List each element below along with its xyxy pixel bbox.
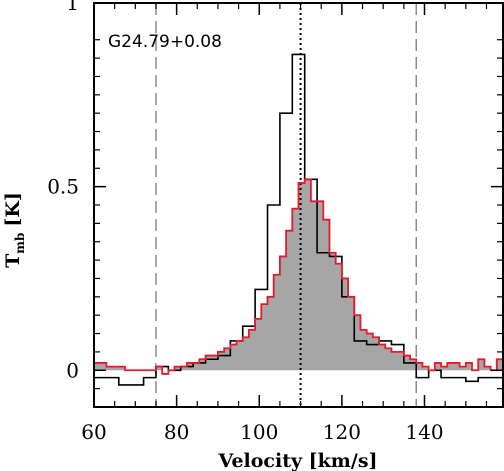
fill-bar — [348, 296, 355, 371]
fill-bar — [118, 366, 126, 371]
fill-bar — [236, 340, 244, 371]
fill-bar — [354, 315, 361, 371]
fill-bar — [385, 348, 392, 371]
fill-bar — [242, 337, 250, 371]
tick-layer: 60 80 100 120 140 0 0.5 1 — [47, 0, 503, 444]
fill-bar — [416, 362, 423, 371]
fill-bar — [230, 344, 237, 371]
fill-bar — [286, 230, 293, 371]
fill-bar — [434, 362, 442, 371]
y-axis-title-unit: [K] — [2, 192, 24, 227]
fill-bar — [292, 208, 299, 371]
fill-bar — [267, 296, 275, 371]
fill-bar — [379, 344, 386, 371]
fill-bar — [478, 359, 485, 371]
fill-bar — [397, 351, 405, 371]
fill-bar — [453, 362, 461, 371]
x-tick-label: 100 — [240, 420, 278, 444]
series-red-spectrum — [94, 178, 503, 375]
fill-bar — [273, 274, 281, 371]
fill-bar — [304, 179, 312, 371]
fill-bar — [459, 366, 467, 371]
x-tick-label: 140 — [405, 420, 443, 444]
y-tick-label: 0.5 — [47, 175, 79, 199]
fill-bar — [496, 359, 504, 371]
source-annotation: G24.79+0.08 — [108, 32, 222, 52]
x-axis-title: Velocity [km/s] — [217, 450, 377, 471]
fill-bar — [248, 329, 256, 371]
fill-bar — [335, 263, 343, 371]
fill-bar — [94, 362, 101, 371]
fill-bar — [100, 362, 107, 371]
y-axis-title-sub: mb — [13, 233, 27, 254]
fill-bar — [310, 201, 318, 371]
y-axis-title-main: T — [2, 254, 24, 268]
y-axis-title: Tmb [K] — [2, 192, 27, 268]
fill-bar — [224, 348, 231, 371]
x-tick-label: 60 — [81, 420, 106, 444]
fill-bar — [193, 362, 200, 371]
fill-bar — [211, 355, 219, 371]
svg-text:Tmb[K]: Tmb [K] — [2, 192, 27, 268]
fill-bar — [112, 366, 120, 371]
fill-bar — [391, 351, 399, 371]
fill-bar — [422, 366, 430, 371]
fill-bar — [484, 366, 492, 371]
x-tick-label: 80 — [164, 420, 189, 444]
y-tick-label: 0 — [66, 358, 79, 382]
fill-bar — [106, 366, 113, 371]
fill-bar — [360, 329, 368, 371]
fill-bar — [372, 337, 380, 371]
series-layer — [94, 53, 503, 386]
fill-bar — [217, 351, 225, 371]
fill-bar — [199, 359, 206, 371]
fill-bar — [341, 278, 349, 371]
fill-bar — [279, 256, 287, 371]
fill-bar — [329, 252, 337, 371]
fill-bar — [180, 366, 188, 371]
fill-bar — [323, 219, 330, 371]
fill-bar — [447, 362, 454, 371]
fill-layer — [94, 179, 504, 371]
x-tick-label: 120 — [323, 420, 361, 444]
fill-bar — [174, 366, 182, 371]
fill-bar — [465, 362, 473, 371]
fill-bar — [205, 355, 213, 371]
fill-bar — [255, 318, 262, 371]
fill-bar — [155, 366, 163, 371]
fill-bar — [366, 333, 374, 371]
fill-bar — [441, 366, 448, 371]
line-layer — [155, 3, 417, 407]
fill-bar — [317, 201, 324, 371]
fill-bar — [298, 182, 306, 371]
y-tick-label: 1 — [66, 0, 79, 15]
fill-bar — [410, 359, 417, 371]
fill-bar — [261, 304, 268, 371]
